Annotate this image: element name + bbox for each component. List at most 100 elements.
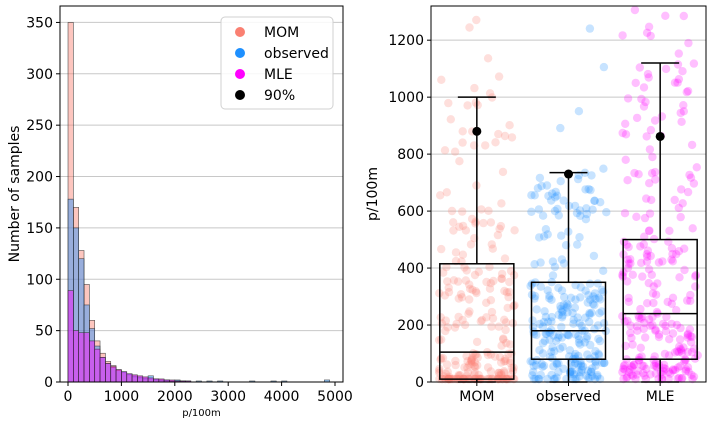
sample-point: [651, 290, 661, 299]
sample-point: [575, 372, 584, 381]
sample-point: [569, 370, 579, 379]
sample-point: [668, 329, 678, 338]
sample-point: [632, 322, 642, 331]
sample-point: [494, 72, 504, 81]
sample-point: [570, 374, 580, 384]
sample-point: [487, 307, 497, 317]
plot-frame: [59, 5, 344, 383]
sample-point: [629, 360, 638, 370]
y-tick-label: 50: [35, 324, 53, 340]
sample-point: [645, 226, 654, 235]
sample-point: [491, 138, 500, 147]
sample-point: [537, 359, 546, 369]
sample-point: [640, 232, 649, 241]
sample-point: [647, 270, 656, 279]
sample-point: [482, 313, 491, 322]
sample-point: [500, 131, 510, 141]
sample-point: [485, 262, 494, 272]
x-tick-label: observed: [536, 389, 601, 405]
sample-point: [600, 358, 609, 368]
sample-point: [594, 349, 603, 358]
histogram-bar-mle: [147, 377, 154, 383]
sample-point: [486, 367, 496, 376]
sample-point: [483, 363, 493, 372]
sample-point: [586, 340, 595, 350]
sample-point: [642, 28, 652, 37]
sample-point: [628, 270, 637, 279]
sample-point: [577, 362, 586, 371]
sample-point: [550, 347, 559, 356]
sample-point: [452, 319, 461, 329]
sample-point: [455, 222, 464, 231]
sample-point: [495, 353, 505, 362]
sample-point: [628, 371, 638, 380]
sample-point: [685, 170, 694, 180]
sample-point: [474, 267, 483, 276]
sample-point: [554, 367, 563, 377]
sample-point: [683, 363, 693, 372]
sample-point: [532, 361, 541, 370]
sample-point: [536, 258, 545, 267]
sample-point: [470, 370, 479, 379]
sample-point: [691, 271, 701, 280]
sample-point: [500, 254, 510, 263]
sample-point: [494, 368, 503, 378]
sample-point: [437, 354, 446, 363]
sample-point: [679, 11, 688, 21]
sample-point: [437, 75, 446, 85]
sample-point: [662, 312, 671, 322]
sample-point: [501, 325, 510, 335]
sample-point: [602, 208, 611, 217]
sample-point: [593, 279, 602, 288]
sample-point: [497, 341, 506, 350]
sample-point: [463, 368, 473, 377]
sample-point: [636, 343, 645, 352]
sample-point: [568, 374, 577, 384]
sample-point: [468, 285, 477, 294]
sample-point: [640, 371, 649, 380]
sample-point: [473, 353, 482, 362]
sample-point: [665, 335, 674, 344]
sample-point: [668, 365, 678, 374]
sample-point: [554, 333, 563, 342]
sample-point: [472, 288, 481, 298]
sample-point: [621, 130, 631, 139]
sample-point: [585, 317, 594, 327]
sample-point: [667, 319, 676, 329]
sample-point: [632, 212, 641, 221]
sample-point: [500, 368, 509, 377]
sample-point: [545, 335, 554, 344]
x-tick-label: 2000: [157, 389, 193, 405]
sample-point: [643, 299, 652, 308]
sample-point: [534, 374, 543, 384]
sample-point: [530, 260, 539, 269]
sample-point: [654, 360, 664, 369]
sample-point: [672, 320, 682, 330]
sample-point: [642, 364, 651, 374]
sample-point: [575, 368, 584, 377]
sample-point: [557, 286, 567, 295]
sample-point: [596, 295, 605, 304]
sample-point: [645, 179, 654, 188]
y-tick-label: 0: [415, 375, 424, 391]
sample-point: [554, 310, 563, 319]
sample-point: [568, 308, 577, 318]
sample-point: [620, 360, 629, 370]
sample-point: [591, 347, 600, 356]
sample-point: [564, 331, 573, 340]
sample-point: [585, 374, 594, 383]
sample-point: [623, 94, 633, 103]
sample-point: [467, 356, 476, 365]
sample-point: [577, 321, 586, 331]
sample-point: [659, 360, 669, 370]
sample-point: [485, 89, 495, 98]
sample-point: [571, 349, 580, 359]
sample-point: [650, 116, 660, 125]
legend-marker-observed: [235, 48, 245, 58]
sample-point: [569, 315, 578, 325]
sample-point: [687, 370, 696, 380]
x-axis-label: p/100m: [182, 408, 221, 419]
sample-point: [548, 257, 558, 266]
sample-point: [497, 358, 506, 367]
sample-point: [471, 217, 480, 226]
